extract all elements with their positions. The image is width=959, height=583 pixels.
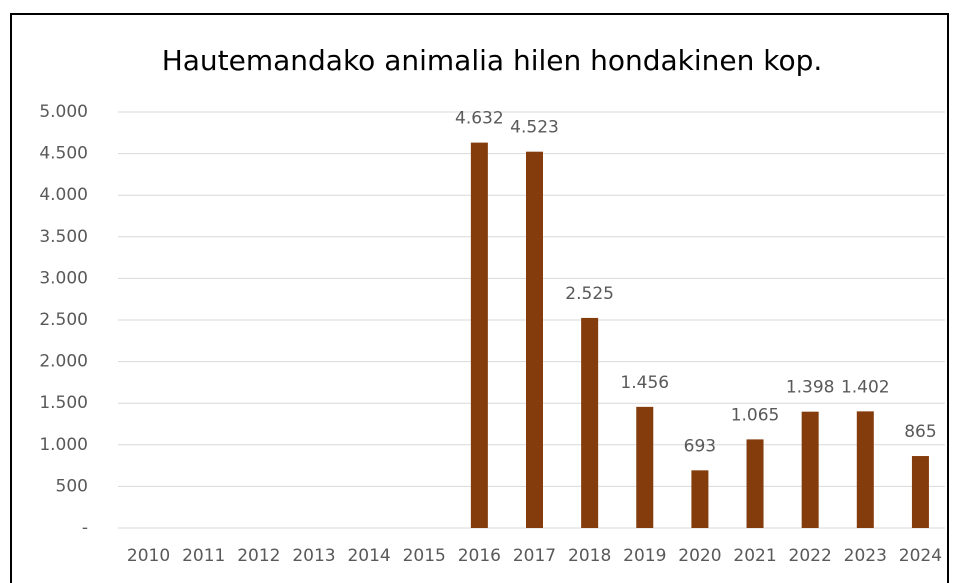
y-tick-label: 5.000 [39,102,88,122]
data-label: 865 [904,422,936,442]
data-label: 1.398 [786,378,835,398]
y-tick-label: 1.000 [39,435,88,455]
x-tick-label: 2020 [678,546,721,566]
y-tick-label: 500 [56,476,88,496]
bar [470,142,488,528]
x-tick-label: 2011 [182,546,225,566]
x-tick-label: 2012 [237,546,280,566]
y-tick-label: 2.500 [39,310,88,330]
bar [801,411,819,528]
data-label: 1.065 [731,405,780,425]
data-label: 1.402 [841,377,890,397]
x-tick-label: 2019 [623,546,666,566]
bar [911,456,929,528]
x-tick-label: 2024 [899,546,942,566]
x-tick-label: 2016 [458,546,501,566]
x-tick-label: 2022 [789,546,832,566]
x-tick-label: 2018 [568,546,611,566]
bar [526,151,543,528]
data-label: 1.456 [620,373,669,393]
x-tick-label: 2014 [347,546,390,566]
y-tick-label: 1.500 [39,393,88,413]
data-label: 2.525 [565,284,614,304]
x-tick-label: 2015 [403,546,446,566]
x-tick-label: 2010 [127,546,170,566]
x-tick-label: 2017 [513,546,556,566]
data-label: 4.523 [510,118,559,138]
chart-title: Hautemandako animalia hilen hondakinen k… [162,44,823,77]
bar [746,439,764,528]
x-tick-label: 2013 [292,546,335,566]
x-tick-label: 2021 [733,546,776,566]
bar [636,406,654,528]
x-tick-label: 2023 [844,546,887,566]
y-tick-label: 4.500 [39,144,88,164]
y-tick-label: 4.000 [39,185,88,205]
bar [856,411,874,528]
y-tick-label: 3.000 [39,268,88,288]
y-tick-label: 3.500 [39,227,88,247]
y-tick-label: 2.000 [39,352,88,372]
data-label: 693 [684,436,716,456]
bar [691,470,709,528]
y-tick-label: - [82,518,88,538]
data-label: 4.632 [455,109,504,129]
bar [581,317,599,528]
